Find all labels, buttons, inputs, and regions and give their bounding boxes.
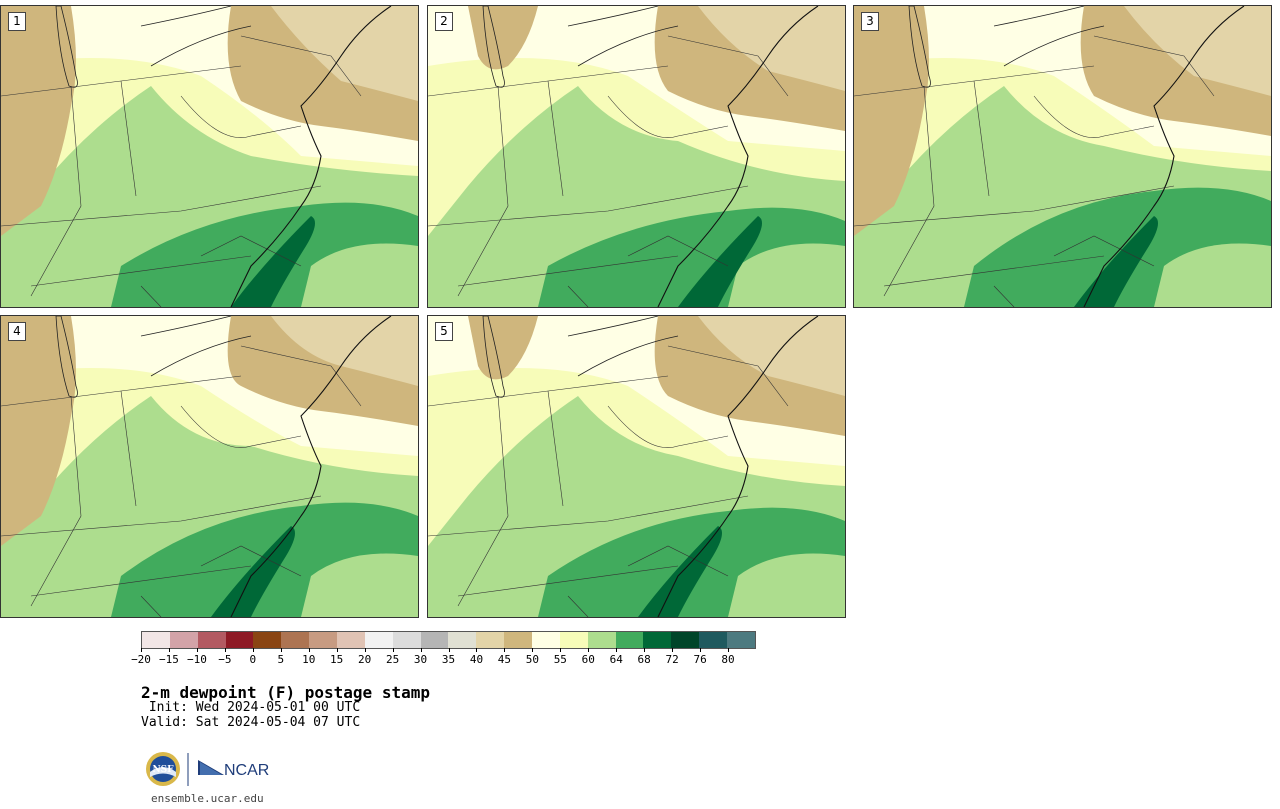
colorbar-tick-label: 76: [693, 653, 707, 666]
colorbar-tick-label: 30: [413, 653, 428, 666]
colorbar-swatch: [559, 632, 588, 648]
ensemble-member-panel-2: 2: [427, 5, 846, 308]
colorbar-tick: [728, 648, 730, 652]
chart-title: 2-m dewpoint (F) postage stamp: [141, 683, 430, 702]
colorbar-tick-label: 15: [330, 653, 344, 666]
colorbar-ticks: −20 −15 −10 −5 0 5 10 15 20 25 30 35 40 45 50 55 60 64 68 7…: [131, 648, 756, 674]
colorbar-swatch: [476, 632, 505, 648]
colorbar-tick-label: 10: [302, 653, 316, 666]
colorbar-swatch: [169, 632, 198, 648]
init-time: Init: Wed 2024-05-01 00 UTC: [141, 700, 361, 715]
svg-text:NSF: NSF: [152, 765, 174, 775]
colorbar-tick: [280, 648, 282, 652]
colorbar-tick: [420, 648, 422, 652]
colorbar-tick: [392, 648, 394, 652]
colorbar-swatch: [448, 632, 477, 648]
colorbar-tick: [504, 648, 506, 652]
colorbar-tick-label: 64: [609, 653, 623, 666]
colorbar-tick: [532, 648, 534, 652]
colorbar-tick-label: −10: [186, 653, 207, 666]
dewpoint-map-1: [1, 6, 418, 307]
logos: NSF NCAR: [144, 750, 274, 790]
colorbar-tick-label: −15: [159, 653, 179, 666]
colorbar-tick: [644, 648, 646, 652]
nsf-logo: NSF: [146, 752, 180, 786]
svg-text:NCAR: NCAR: [224, 762, 269, 779]
colorbar-tick: [476, 648, 478, 652]
colorbar-swatch: [364, 632, 393, 648]
colorbar-swatch: [671, 632, 700, 648]
colorbar-swatch: [643, 632, 672, 648]
colorbar-swatch: [197, 632, 226, 648]
colorbar-tick-label: 0: [249, 653, 257, 666]
colorbar-tick: [224, 648, 226, 652]
colorbar-tick: [308, 648, 310, 652]
colorbar-tick: [672, 648, 674, 652]
colorbar-tick: [196, 648, 198, 652]
colorbar-tick-label: 20: [358, 653, 372, 666]
colorbar-tick: [336, 648, 338, 652]
ensemble-member-panel-1: 1: [0, 5, 419, 308]
colorbar-tick: [141, 648, 142, 652]
dewpoint-map-2: [428, 6, 845, 307]
colorbar-tick: [700, 648, 702, 652]
colorbar-tick-label: 50: [525, 653, 539, 666]
dewpoint-map-5: [428, 316, 845, 617]
dewpoint-colorbar: [141, 631, 756, 649]
colorbar-tick-label: 72: [665, 653, 679, 666]
colorbar-swatch: [727, 632, 755, 648]
colorbar-swatch: [504, 632, 533, 648]
colorbar-swatch: [532, 632, 560, 648]
colorbar-swatch: [253, 632, 282, 648]
site-url: ensemble.ucar.edu: [151, 792, 264, 805]
panel-label-2: 2: [435, 12, 453, 31]
colorbar-swatch: [337, 632, 365, 648]
colorbar-tick-label: 35: [441, 653, 456, 666]
dewpoint-map-3: [854, 6, 1271, 307]
colorbar-tick-label: −5: [218, 653, 232, 666]
colorbar-tick-label: 55: [553, 653, 567, 666]
colorbar-tick-label: 5: [277, 653, 285, 666]
colorbar-tick-label: 45: [497, 653, 512, 666]
colorbar-swatch: [420, 632, 449, 648]
panel-label-3: 3: [861, 12, 879, 31]
colorbar-tick: [616, 648, 618, 652]
ncar-logo: NCAR: [198, 760, 269, 779]
colorbar-tick: [560, 648, 562, 652]
colorbar-tick: [588, 648, 590, 652]
valid-time: Valid: Sat 2024-05-04 07 UTC: [141, 715, 361, 730]
colorbar-tick: [252, 648, 254, 652]
colorbar-tick: [364, 648, 366, 652]
colorbar-swatch: [225, 632, 254, 648]
dewpoint-map-4: [1, 316, 418, 617]
colorbar-tick-label: 25: [385, 653, 400, 666]
colorbar-tick: [448, 648, 450, 652]
colorbar-tick-label: −20: [131, 653, 151, 666]
colorbar-swatch: [309, 632, 338, 648]
colorbar-tick-label: 68: [637, 653, 651, 666]
colorbar-swatch: [699, 632, 728, 648]
panel-label-5: 5: [435, 322, 453, 341]
ensemble-member-panel-4: 4: [0, 315, 419, 618]
colorbar-swatch: [587, 632, 616, 648]
colorbar-swatch: [615, 632, 644, 648]
colorbar-swatch: [142, 632, 170, 648]
panel-label-4: 4: [8, 322, 26, 341]
colorbar-tick: [168, 648, 170, 652]
panel-label-1: 1: [8, 12, 26, 31]
ensemble-member-panel-5: 5: [427, 315, 846, 618]
colorbar-swatch: [392, 632, 421, 648]
ensemble-member-panel-3: 3: [853, 5, 1272, 308]
colorbar-tick-label: 40: [469, 653, 484, 666]
colorbar-swatch: [281, 632, 310, 648]
colorbar-tick-label: 60: [581, 653, 595, 666]
colorbar-tick-label: 80: [721, 653, 735, 666]
